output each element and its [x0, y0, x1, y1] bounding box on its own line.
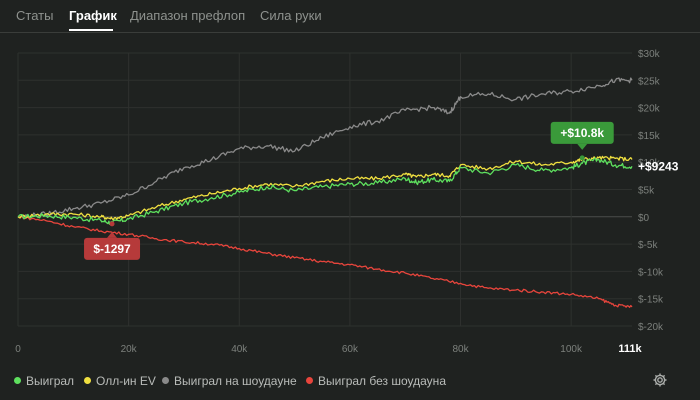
- series-line-showdown: [17, 77, 633, 219]
- x-tick-label: 20k: [121, 344, 138, 355]
- annotation-pointer: [107, 231, 118, 238]
- tab-bar: Статы График Диапазон префлоп Сила руки: [0, 0, 700, 33]
- legend-label-allin-ev: Олл-ин EV: [96, 374, 156, 388]
- legend-dot-won: [14, 377, 21, 385]
- legend-item-showdown[interactable]: Выиграл на шоудауне: [162, 374, 297, 388]
- annotation-marker: [579, 155, 585, 161]
- x-max-label: 111k: [618, 343, 642, 355]
- annotation-box: [550, 121, 614, 144]
- tab-preflop-range[interactable]: Диапазон префлоп: [130, 8, 246, 23]
- y-tick-label: $10k: [638, 158, 661, 169]
- legend-dot-allin-ev: [84, 377, 91, 385]
- legend-dot-non-showdown: [306, 377, 313, 385]
- legend-label-showdown: Выиграл на шоудауне: [174, 374, 297, 388]
- series-line-non-showdown: [18, 216, 633, 308]
- legend-label-non-showdown: Выиграл без шоудауна: [318, 374, 446, 388]
- y-tick-label: $15k: [638, 131, 661, 142]
- annotation-peak-label: +$10.8k: [560, 126, 604, 140]
- legend-item-won[interactable]: Выиграл: [14, 374, 74, 388]
- y-tick-label: $-15k: [638, 295, 664, 306]
- winnings-chart: $30k $25k $20k $15k $10k $5k $0 $-5k $-10k $-15k $…: [15, 49, 679, 355]
- y-tick-label: $25k: [638, 76, 661, 87]
- y-tick-label: $-5k: [638, 240, 658, 251]
- x-tick-label: 60k: [342, 344, 359, 355]
- legend-dot-showdown: [162, 377, 169, 385]
- legend-label-won: Выиграл: [26, 374, 75, 388]
- y-tick-label: $0: [638, 213, 650, 224]
- series-line-won: [17, 157, 633, 226]
- y-tick-label: $-20k: [638, 322, 664, 333]
- x-tick-label: 40k: [231, 344, 248, 355]
- tab-stats[interactable]: Статы: [16, 8, 54, 23]
- chart-area: $30k $25k $20k $15k $10k $5k $0 $-5k $-10k $-15k $…: [0, 33, 700, 363]
- x-tick-label: 100k: [560, 344, 583, 355]
- tab-hand-strength[interactable]: Сила руки: [260, 8, 322, 23]
- legend-item-non-showdown[interactable]: Выиграл без шоудауна: [306, 374, 446, 388]
- x-tick-label: 80k: [452, 344, 469, 355]
- y-tick-label: $20k: [638, 104, 661, 115]
- annotation-box: [84, 237, 141, 260]
- active-tab-underline: [69, 29, 113, 31]
- x-tick-label: 0: [15, 344, 21, 355]
- annotation-marker: [109, 221, 115, 227]
- tab-graph[interactable]: График: [69, 8, 117, 23]
- y-tick-label: $5k: [638, 186, 655, 197]
- y-tick-label: $-10k: [638, 267, 664, 278]
- y-tick-label: $30k: [638, 49, 661, 60]
- legend-item-allin-ev[interactable]: Олл-ин EV: [84, 374, 156, 388]
- annotation-low-label: $-1297: [93, 242, 131, 256]
- legend: Выиграл Олл-ин EV Выиграл на шоудауне Вы…: [0, 370, 700, 392]
- gear-icon[interactable]: [652, 372, 668, 388]
- end-value-label: +$9243: [638, 159, 679, 173]
- annotation-pointer: [577, 143, 588, 150]
- series-line-allin-ev: [17, 155, 633, 221]
